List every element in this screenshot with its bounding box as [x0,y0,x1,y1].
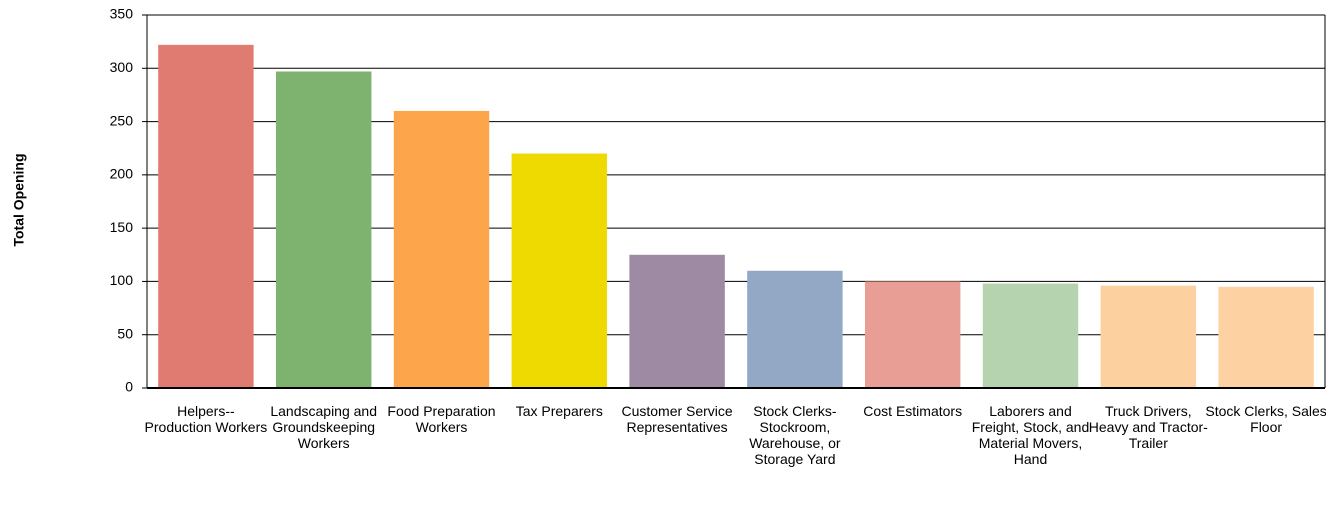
x-tick-label: Helpers--Production Workers [144,403,268,435]
y-tick-label: 250 [110,112,134,128]
bar [1218,286,1314,388]
bar [158,44,254,389]
y-tick-label: 0 [125,379,133,395]
y-tick-label: 100 [110,272,134,288]
x-tick-label: Cost Estimators [863,403,963,419]
x-tick-label: Landscaping and Groundskeeping Workers [270,403,378,451]
y-tick-label: 150 [110,219,134,235]
bar [982,283,1079,388]
x-tick-label: Customer Service Representatives [621,403,733,435]
y-tick-label: 350 [110,6,134,22]
y-tick-label: 50 [117,325,133,341]
x-tick-label: Stock Clerks-Stockroom, Warehouse, or St… [749,403,841,467]
x-tick-label: Stock Clerks, Sales Floor [1205,403,1326,435]
x-tick-label: Truck Drivers, Heavy and Tractor-Trailer [1088,403,1208,451]
x-tick-label: Laborers and Freight, Stock, and Materia… [971,403,1090,467]
y-tick-label: 300 [110,59,134,75]
bar [275,71,372,389]
y-tick-label: 200 [110,166,134,182]
bar [511,153,608,388]
bar [747,270,843,388]
bar [864,281,961,388]
bar [1100,285,1197,388]
x-tick-label: Tax Preparers [515,403,603,419]
bar [393,110,490,389]
bar [629,254,725,388]
y-axis-label: Total Opening [11,153,27,246]
x-tick-label: Food Preparation Workers [387,403,496,435]
